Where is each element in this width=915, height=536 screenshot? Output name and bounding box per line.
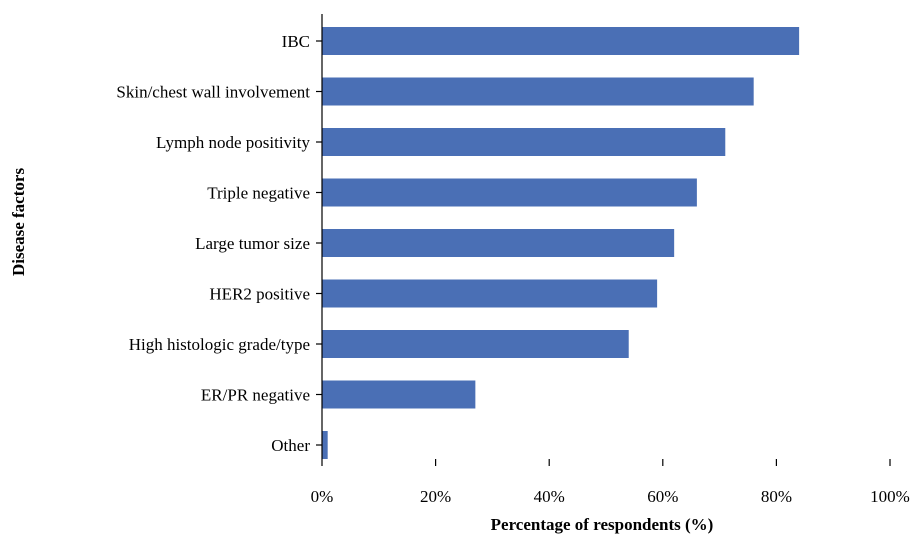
bar-8 [322,431,328,459]
category-label-8: Other [271,436,310,455]
bar-5 [322,279,658,308]
x-tick-labels-group: 0% 20% 40% 60% 80% 100% [311,487,910,506]
x-tick-label-1: 20% [420,487,451,506]
category-label-2: Lymph node positivity [156,133,310,152]
category-label-6: High histologic grade/type [129,335,310,354]
y-ticks-group [316,40,322,446]
bars-group [322,27,800,459]
x-tick-label-5: 100% [870,487,910,506]
category-label-0: IBC [282,32,310,51]
x-tick-label-3: 60% [647,487,678,506]
y-axis-title: Disease factors [9,168,28,276]
bar-3 [322,178,697,207]
bar-1 [322,77,754,106]
bar-2 [322,128,726,156]
x-tick-label-4: 80% [761,487,792,506]
category-label-1: Skin/chest wall involvement [116,83,310,102]
category-labels-group: IBC Skin/chest wall involvement Lymph node… [116,32,310,455]
x-axis-title: Percentage of respondents (%) [491,515,714,534]
category-label-7: ER/PR negative [201,386,310,405]
category-label-4: Large tumor size [195,234,310,253]
category-label-3: Triple negative [207,184,310,203]
x-tick-label-0: 0% [311,487,334,506]
category-label-5: HER2 positive [209,285,310,304]
bar-7 [322,380,476,409]
bar-0 [322,27,800,55]
x-tick-label-2: 40% [534,487,565,506]
x-ticks-group [321,459,891,466]
bar-6 [322,330,629,358]
bar-4 [322,229,675,257]
